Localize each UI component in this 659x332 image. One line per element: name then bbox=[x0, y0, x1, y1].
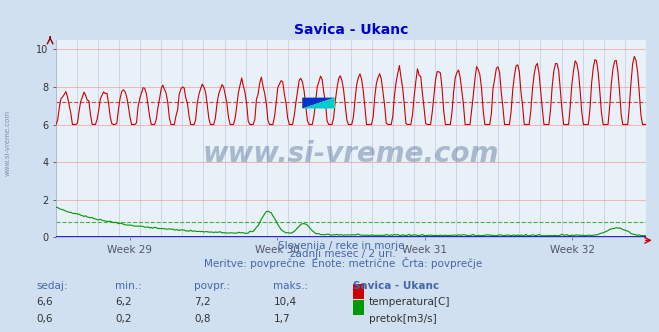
Polygon shape bbox=[302, 98, 335, 109]
Text: 0,2: 0,2 bbox=[115, 314, 132, 324]
Text: 6,6: 6,6 bbox=[36, 297, 53, 307]
Text: min.:: min.: bbox=[115, 281, 142, 290]
Text: pretok[m3/s]: pretok[m3/s] bbox=[369, 314, 437, 324]
Text: www.si-vreme.com: www.si-vreme.com bbox=[203, 140, 499, 168]
Text: 0,8: 0,8 bbox=[194, 314, 211, 324]
Text: 10,4: 10,4 bbox=[273, 297, 297, 307]
Text: 7,2: 7,2 bbox=[194, 297, 211, 307]
Text: sedaj:: sedaj: bbox=[36, 281, 68, 290]
Text: 1,7: 1,7 bbox=[273, 314, 290, 324]
Bar bbox=[302, 98, 335, 109]
Title: Savica - Ukanc: Savica - Ukanc bbox=[294, 23, 408, 37]
Text: Savica - Ukanc: Savica - Ukanc bbox=[353, 281, 439, 290]
Text: temperatura[C]: temperatura[C] bbox=[369, 297, 451, 307]
Text: 0,6: 0,6 bbox=[36, 314, 53, 324]
Text: www.si-vreme.com: www.si-vreme.com bbox=[5, 110, 11, 176]
Text: maks.:: maks.: bbox=[273, 281, 308, 290]
Text: Meritve: povprečne  Enote: metrične  Črta: povprečje: Meritve: povprečne Enote: metrične Črta:… bbox=[204, 257, 482, 269]
Text: 6,2: 6,2 bbox=[115, 297, 132, 307]
Polygon shape bbox=[302, 98, 335, 109]
Text: povpr.:: povpr.: bbox=[194, 281, 231, 290]
Text: Slovenija / reke in morje.: Slovenija / reke in morje. bbox=[277, 241, 408, 251]
Text: zadnji mesec / 2 uri.: zadnji mesec / 2 uri. bbox=[290, 249, 395, 259]
